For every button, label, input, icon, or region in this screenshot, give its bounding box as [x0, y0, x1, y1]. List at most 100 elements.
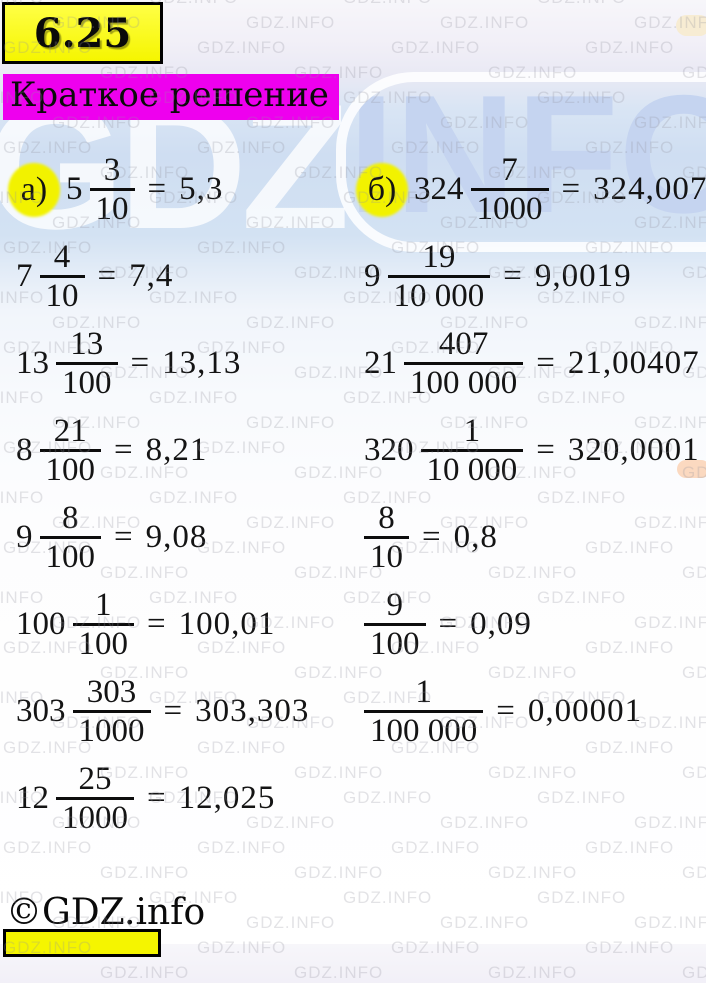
numerator: 8: [378, 500, 395, 536]
fraction: 13 100: [56, 326, 118, 401]
watermark-text: GDZ.INFO: [585, 938, 675, 957]
watermark-text: GDZ.INFO: [343, 888, 433, 907]
decimal-result: 9,08: [145, 519, 208, 555]
numerator: 1: [415, 674, 432, 710]
bottom-badge-clipped: [3, 929, 161, 957]
watermark-text: GDZ.INFO: [585, 38, 675, 57]
numerator: 4: [53, 239, 71, 275]
watermark-text: GDZ.INFO: [488, 963, 578, 982]
decimal-result: 8,21: [145, 432, 208, 468]
numerator: 3: [103, 152, 121, 188]
equals-sign: =: [147, 780, 166, 816]
equals-sign: =: [130, 345, 150, 381]
watermark-text: GDZ.INFO: [100, 863, 190, 882]
fraction: 19 10 000: [387, 239, 491, 314]
watermark-text: GDZ.INFO: [391, 38, 481, 57]
highlight-circle: [356, 162, 408, 217]
fraction-bar: [39, 449, 101, 452]
watermark-text: GDZ.INFO: [197, 938, 287, 957]
watermark-text: GDZ.INFO: [537, 788, 627, 807]
denominator: 100: [78, 626, 129, 662]
denominator: 10 000: [426, 452, 518, 488]
denominator: 10 000: [393, 278, 485, 314]
watermark-text: GDZ.INFO: [197, 38, 287, 57]
background-logo-info-text: INFO: [348, 72, 706, 248]
equals-sign: =: [147, 606, 166, 642]
fraction: 25 1000: [56, 761, 134, 836]
watermark-text: GDZ.INFO: [488, 863, 578, 882]
denominator: 1000: [476, 191, 543, 227]
equation-row: 9 100 = 0,09: [356, 581, 706, 668]
watermark-text: GDZ.INFO: [682, 963, 706, 982]
watermark-text: GDZ.INFO: [391, 938, 481, 957]
watermark-text: GDZ.INFO: [537, 888, 627, 907]
whole-number: 320: [364, 432, 414, 468]
decimal-result: 7,4: [129, 258, 174, 294]
whole-number: 12: [16, 780, 49, 816]
problem-number: 6.25: [33, 9, 132, 57]
decimal-result: 5,3: [179, 171, 224, 207]
decimal-result: 9,0019: [534, 258, 632, 294]
numerator: 8: [62, 500, 79, 536]
numerator: 303: [86, 674, 137, 710]
denominator: 10: [95, 191, 129, 227]
decimal-result: 0,00001: [527, 693, 643, 729]
fraction-bar: [39, 536, 101, 539]
fraction-bar: [420, 449, 524, 452]
watermark-text: GDZ.INFO: [391, 838, 481, 857]
fraction-bar: [364, 710, 484, 713]
equals-sign: =: [114, 432, 133, 468]
part-label: б): [356, 162, 408, 217]
equals-sign: =: [496, 693, 515, 729]
decimal-result: 0,09: [470, 606, 532, 642]
equation-row: 9 19 10 000 = 9,0019: [356, 233, 706, 320]
decimal-result: 21,00407: [567, 345, 700, 381]
denominator: 100 000: [410, 365, 518, 401]
title-highlight-bar: Краткое решение: [3, 74, 339, 120]
fraction: 9 100: [364, 587, 426, 662]
equation-row: 9 8 100 = 9,08: [8, 494, 350, 581]
column-b: б) 324 7 1000 = 324,007 9 19 10 000 = 9,…: [356, 146, 706, 755]
fraction-bar: [72, 623, 134, 626]
equals-sign: =: [97, 258, 117, 294]
part-label-text: а): [20, 170, 48, 208]
fraction-bar: [470, 188, 549, 191]
watermark-text: GDZ.INFO: [246, 913, 336, 932]
whole-number: 9: [16, 519, 33, 555]
problem-number-badge: 6.25: [2, 2, 163, 64]
fraction: 1 10 000: [420, 413, 524, 488]
equation-row: а) 5 3 10 = 5,3: [8, 146, 350, 233]
equals-sign: =: [536, 432, 555, 468]
denominator: 100: [370, 626, 420, 662]
equals-sign: =: [114, 519, 133, 555]
denominator: 100: [62, 365, 112, 401]
fraction: 8 100: [39, 500, 101, 575]
denominator: 100 000: [370, 713, 478, 749]
fraction-bar: [364, 536, 409, 539]
equation-row: 12 25 1000 = 12,025: [8, 755, 350, 842]
fraction-bar: [404, 362, 524, 365]
equation-row: 8 21 100 = 8,21: [8, 407, 350, 494]
equation-row: 7 4 10 = 7,4: [8, 233, 350, 320]
fraction-bar: [72, 710, 151, 713]
fraction: 7 1000: [470, 152, 549, 227]
denominator: 100: [45, 452, 96, 488]
whole-number: 7: [16, 258, 33, 294]
fraction: 1 100 000: [364, 674, 484, 749]
fraction-bar: [387, 275, 491, 278]
fraction-bar: [89, 188, 135, 191]
equals-sign: =: [536, 345, 555, 381]
watermark-text: GDZ.INFO: [682, 863, 706, 882]
watermark-text: GDZ.INFO: [343, 788, 433, 807]
numerator: 9: [386, 587, 404, 623]
fraction: 8 10: [364, 500, 409, 575]
numerator: 7: [501, 152, 518, 188]
part-label-text: б): [367, 170, 397, 208]
denominator: 100: [45, 539, 96, 575]
whole-number: 8: [16, 432, 33, 468]
fraction-bar: [364, 623, 426, 626]
whole-number: 5: [66, 171, 83, 207]
equation-row: 1 100 000 = 0,00001: [356, 668, 706, 755]
background-logo-info-frame: INFO: [336, 72, 706, 252]
numerator: 25: [78, 761, 112, 797]
